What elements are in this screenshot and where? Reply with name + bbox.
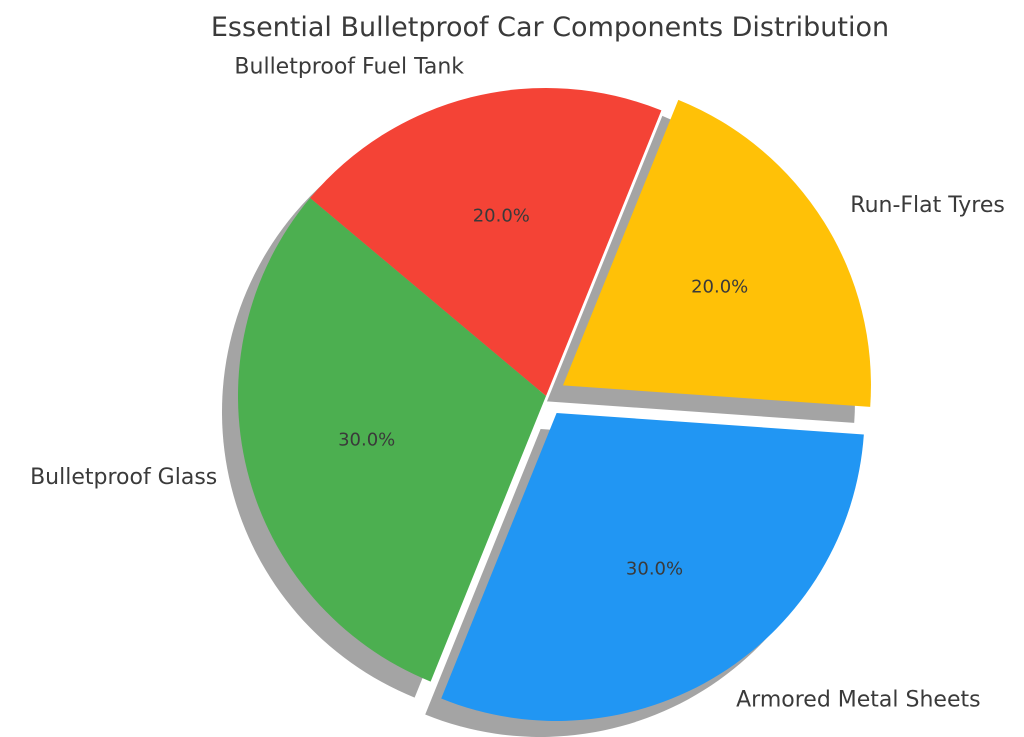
pct-label-armored-metal-sheets: 30.0% [626,559,683,580]
slice-layer [237,87,871,721]
pie-slice-bulletproof-fuel-tank [310,87,662,396]
pct-label-bulletproof-fuel-tank: 20.0% [473,206,530,227]
pct-label-run-flat-tyres: 20.0% [691,276,748,297]
slice-label-armored-metal-sheets: Armored Metal Sheets [736,687,980,712]
label-layer: Run-Flat Tyres 20.0% Bulletproof Fuel Tank… [30,54,1005,712]
chart-title: Essential Bulletproof Car Components Dis… [211,12,889,43]
pie-slice-armored-metal-sheets [441,412,864,721]
slice-label-bulletproof-fuel-tank: Bulletproof Fuel Tank [234,54,464,79]
pie-slice-bulletproof-glass [237,198,547,682]
pie-slice-run-flat-tyres [562,99,871,407]
pct-label-bulletproof-glass: 30.0% [338,430,395,451]
slice-label-bulletproof-glass: Bulletproof Glass [30,465,217,490]
slice-label-run-flat-tyres: Run-Flat Tyres [850,193,1005,218]
